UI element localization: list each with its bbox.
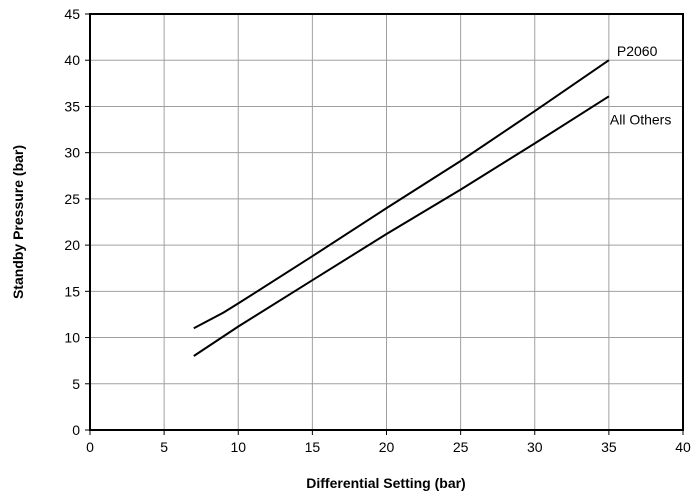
x-axis-ticks: 0 5 10 15 20 25 30 35 40 — [86, 430, 691, 455]
y-tick-label: 20 — [64, 237, 80, 253]
y-axis-title: Standby Pressure (bar) — [10, 145, 26, 299]
y-tick-label: 5 — [72, 376, 80, 392]
series-labels: P2060 All Others — [610, 43, 671, 127]
x-tick-label: 5 — [160, 439, 168, 455]
x-axis-title: Differential Setting (bar) — [306, 475, 465, 491]
x-tick-label: 25 — [453, 439, 469, 455]
y-tick-label: 30 — [64, 145, 80, 161]
y-tick-label: 40 — [64, 52, 80, 68]
y-tick-label: 0 — [72, 422, 80, 438]
x-tick-label: 40 — [675, 439, 691, 455]
y-tick-label: 45 — [64, 6, 80, 22]
x-tick-label: 30 — [527, 439, 543, 455]
x-tick-label: 10 — [230, 439, 246, 455]
y-tick-label: 15 — [64, 283, 80, 299]
x-tick-label: 0 — [86, 439, 94, 455]
x-tick-label: 20 — [379, 439, 395, 455]
series-line-1 — [193, 95, 610, 357]
y-tick-label: 10 — [64, 330, 80, 346]
y-tick-label: 35 — [64, 98, 80, 114]
series-label-1: All Others — [610, 111, 671, 127]
series-lines — [193, 59, 610, 357]
grid-lines — [90, 14, 683, 430]
x-tick-label: 35 — [601, 439, 617, 455]
series-line-0 — [193, 59, 610, 330]
y-axis-ticks: 0 5 10 15 20 25 30 35 40 45 — [64, 6, 90, 438]
series-label-0: P2060 — [617, 43, 658, 59]
y-tick-label: 25 — [64, 191, 80, 207]
x-tick-label: 15 — [305, 439, 321, 455]
